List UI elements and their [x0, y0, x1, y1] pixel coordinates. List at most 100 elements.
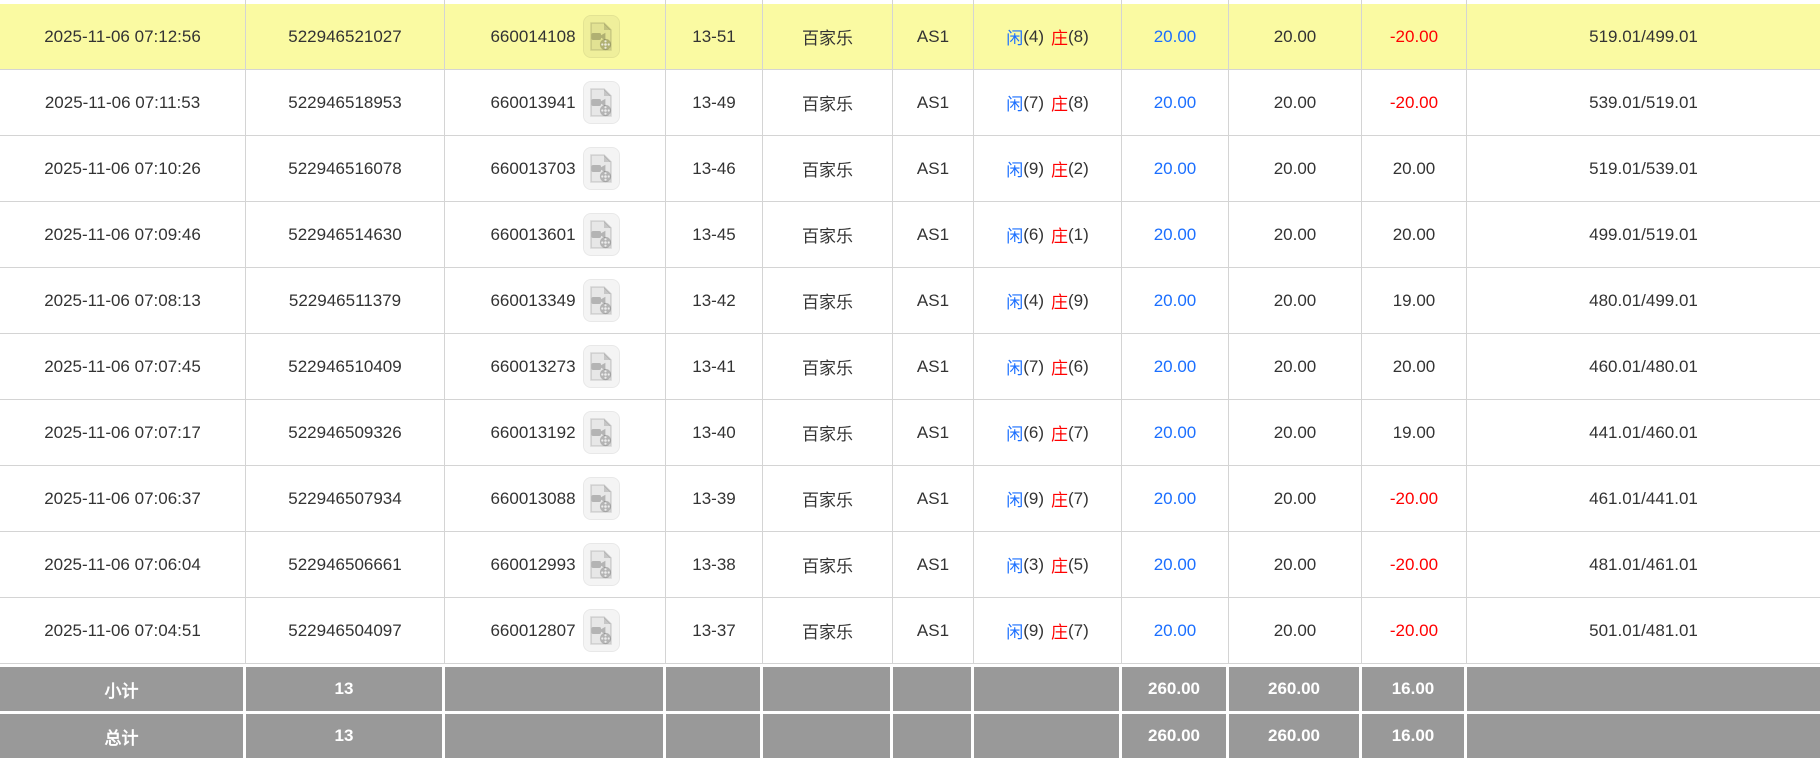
round-id: 660013273 — [490, 356, 576, 376]
player-result-score: (6) — [1023, 224, 1044, 244]
win-loss-amount: -20.00 — [1389, 620, 1439, 640]
banker-result-label: 庄 — [1051, 293, 1068, 312]
subtotal-valid-cell: 260.00 — [1229, 664, 1362, 711]
game-type: 百家乐 — [802, 161, 853, 180]
subtotal-label: 小计 — [104, 681, 139, 701]
video-replay-icon[interactable] — [582, 609, 620, 652]
cell-round-id: 660013601 — [445, 202, 666, 268]
cell-valid-amount: 20.00 — [1229, 532, 1362, 598]
valid-amount: 20.00 — [1273, 290, 1317, 310]
balance-before-after: 501.01/481.01 — [1589, 620, 1698, 640]
bet-amount-link[interactable]: 20.00 — [1153, 92, 1197, 112]
cell-win-loss: -20.00 — [1362, 4, 1467, 70]
table-round: 13-49 — [692, 92, 736, 112]
total-valid-cell: 260.00 — [1229, 711, 1362, 758]
video-replay-icon[interactable] — [582, 543, 620, 586]
cell-bet-time: 2025-11-06 07:08:13 — [0, 268, 246, 334]
round-id: 660013601 — [490, 224, 576, 244]
cell-valid-amount: 20.00 — [1229, 202, 1362, 268]
bet-amount-link[interactable]: 20.00 — [1153, 290, 1197, 310]
bet-amount-link[interactable]: 20.00 — [1153, 620, 1197, 640]
player-result-score: (9) — [1023, 488, 1044, 508]
cell-bet-time: 2025-11-06 07:12:56 — [0, 4, 246, 70]
cell-game-result: 闲 (9) 庄 (7) — [974, 598, 1122, 664]
bet-amount-link[interactable]: 20.00 — [1153, 224, 1197, 244]
banker-result-score: (7) — [1068, 422, 1089, 442]
cell-table-name: AS1 — [893, 202, 974, 268]
total-winloss-cell: 16.00 — [1362, 711, 1467, 758]
win-loss-amount: -20.00 — [1389, 92, 1439, 112]
cell-balance: 461.01/441.01 — [1467, 466, 1820, 532]
cell-game-type: 百家乐 — [763, 334, 893, 400]
balance-before-after: 461.01/441.01 — [1589, 488, 1698, 508]
bet-amount-link[interactable]: 20.00 — [1153, 554, 1197, 574]
bet-id: 522946514630 — [288, 224, 402, 244]
game-type: 百家乐 — [802, 293, 853, 312]
player-result-label: 闲 — [1006, 95, 1024, 114]
cell-bet-id: 522946518953 — [246, 70, 445, 136]
round-id: 660013088 — [490, 488, 576, 508]
cell-balance: 501.01/481.01 — [1467, 598, 1820, 664]
video-replay-icon[interactable] — [582, 15, 620, 58]
cell-bet-time: 2025-11-06 07:11:53 — [0, 70, 246, 136]
round-id: 660012993 — [490, 554, 576, 574]
bet-amount-link[interactable]: 20.00 — [1153, 488, 1197, 508]
valid-amount: 20.00 — [1273, 26, 1317, 46]
cell-valid-amount: 20.00 — [1229, 4, 1362, 70]
bet-id: 522946506661 — [288, 554, 402, 574]
banker-result-label: 庄 — [1051, 95, 1068, 114]
cell-win-loss: -20.00 — [1362, 466, 1467, 532]
table-round: 13-51 — [692, 26, 736, 46]
bet-id: 522946510409 — [288, 356, 402, 376]
table-round: 13-41 — [692, 356, 736, 376]
valid-amount: 20.00 — [1273, 422, 1317, 442]
cell-win-loss: 20.00 — [1362, 202, 1467, 268]
win-loss-amount: -20.00 — [1389, 554, 1439, 574]
cell-bet-time: 2025-11-06 07:10:26 — [0, 136, 246, 202]
subtotal-count: 13 — [334, 679, 354, 698]
banker-result-score: (5) — [1068, 554, 1089, 574]
bet-amount-link[interactable]: 20.00 — [1153, 422, 1197, 442]
cell-bet-id: 522946506661 — [246, 532, 445, 598]
cell-bet-time: 2025-11-06 07:07:17 — [0, 400, 246, 466]
balance-before-after: 499.01/519.01 — [1589, 224, 1698, 244]
cell-round-id: 660013273 — [445, 334, 666, 400]
banker-result-score: (1) — [1068, 224, 1089, 244]
cell-win-loss: -20.00 — [1362, 70, 1467, 136]
player-result-label: 闲 — [1006, 425, 1024, 444]
player-result-label: 闲 — [1006, 227, 1024, 246]
subtotal-winloss: 16.00 — [1391, 679, 1435, 698]
bet-time: 2025-11-06 07:06:04 — [44, 554, 201, 574]
win-loss-amount: 20.00 — [1392, 158, 1436, 178]
cell-balance: 499.01/519.01 — [1467, 202, 1820, 268]
subtotal-bet-cell: 260.00 — [1122, 664, 1229, 711]
table-name: AS1 — [916, 158, 950, 178]
cell-win-loss: -20.00 — [1362, 598, 1467, 664]
player-result-label: 闲 — [1006, 29, 1024, 48]
video-replay-icon[interactable] — [582, 213, 620, 256]
cell-game-result: 闲 (9) 庄 (2) — [974, 136, 1122, 202]
video-replay-icon[interactable] — [582, 81, 620, 124]
cell-bet-amount: 20.00 — [1122, 136, 1229, 202]
cell-game-type: 百家乐 — [763, 136, 893, 202]
bet-id: 522946511379 — [288, 290, 402, 310]
bet-amount-link[interactable]: 20.00 — [1153, 356, 1197, 376]
table-name: AS1 — [916, 422, 950, 442]
banker-result-score: (7) — [1068, 488, 1089, 508]
video-replay-icon[interactable] — [582, 411, 620, 454]
bet-amount-link[interactable]: 20.00 — [1153, 26, 1197, 46]
video-replay-icon[interactable] — [582, 477, 620, 520]
bet-amount-link[interactable]: 20.00 — [1153, 158, 1197, 178]
video-replay-icon[interactable] — [582, 345, 620, 388]
cell-table-name: AS1 — [893, 532, 974, 598]
cell-bet-id: 522946514630 — [246, 202, 445, 268]
video-replay-icon[interactable] — [582, 279, 620, 322]
cell-game-type: 百家乐 — [763, 70, 893, 136]
banker-result-label: 庄 — [1051, 491, 1068, 510]
video-replay-icon[interactable] — [582, 147, 620, 190]
win-loss-amount: 20.00 — [1392, 356, 1436, 376]
player-result-label: 闲 — [1006, 623, 1024, 642]
total-bet: 260.00 — [1148, 726, 1200, 745]
total-valid: 260.00 — [1268, 726, 1320, 745]
